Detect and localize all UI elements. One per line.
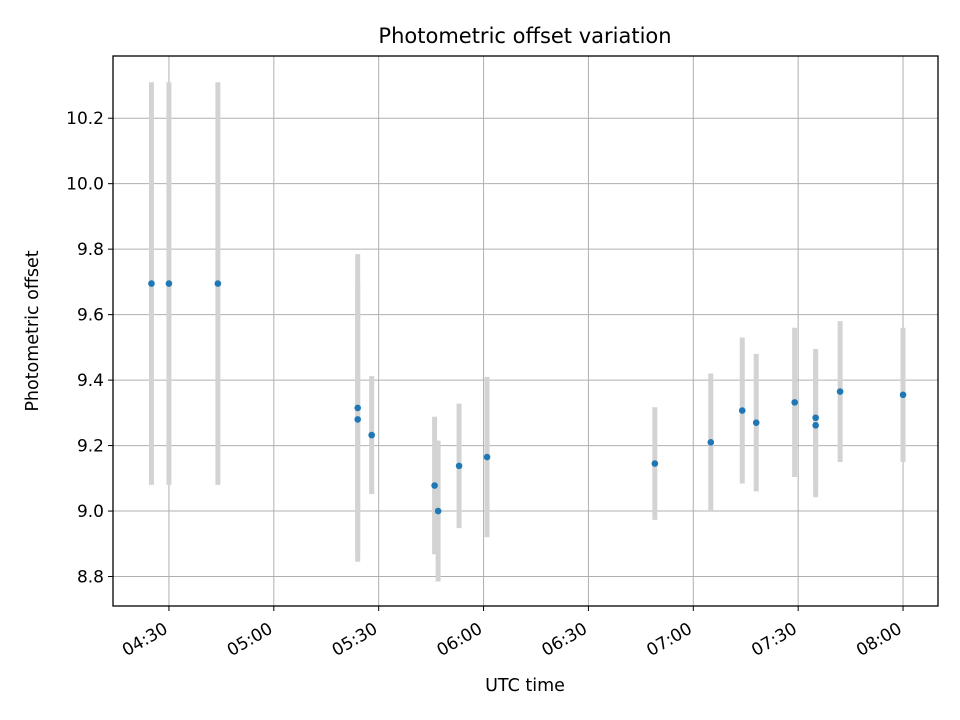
data-point [354, 404, 362, 412]
data-point [455, 462, 463, 470]
data-point [214, 280, 222, 287]
data-point [738, 407, 746, 414]
data-point [165, 280, 173, 287]
data-point [434, 507, 442, 515]
y-tick-label: 10.2 [66, 109, 104, 129]
data-point [368, 431, 375, 439]
grid-lines [113, 56, 938, 606]
data-point [812, 421, 819, 429]
data-points [148, 280, 907, 515]
data-point [752, 419, 760, 426]
y-tick-label: 8.8 [77, 568, 104, 588]
data-point [791, 399, 798, 406]
plot-frame [112, 55, 939, 607]
data-point [354, 416, 362, 423]
y-tick-label: 9.8 [77, 240, 104, 260]
y-axis-ticks: 8.8 9.0 9.2 9.4 9.6 9.8 10.0 10.2 [66, 109, 113, 588]
data-point [483, 453, 491, 461]
chart-title: Photometric offset variation [378, 24, 671, 48]
data-point [148, 280, 155, 287]
data-point [812, 414, 819, 422]
y-tick-label: 9.4 [77, 371, 104, 391]
y-axis-label: Photometric offset [23, 250, 43, 411]
y-tick-label: 10.0 [66, 175, 104, 195]
data-point [651, 460, 659, 467]
y-tick-label: 9.6 [77, 306, 104, 326]
x-axis-label: UTC time [485, 676, 565, 696]
y-tick-label: 9.0 [77, 502, 104, 522]
data-point [707, 439, 715, 446]
data-point [836, 388, 844, 395]
data-point [899, 391, 907, 399]
y-tick-label: 9.2 [77, 437, 104, 457]
data-point [431, 482, 438, 489]
